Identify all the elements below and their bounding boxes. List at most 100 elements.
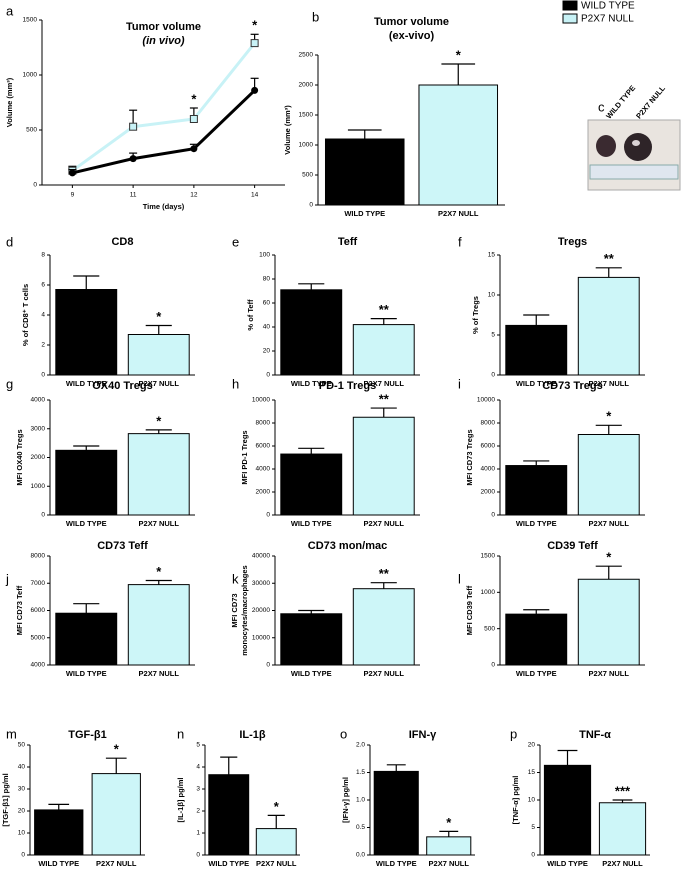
image-label: WILD TYPE [604, 83, 637, 120]
y-axis-label: MFI CD73 [230, 593, 239, 627]
bar [280, 453, 343, 516]
y-tick-label: 4 [41, 312, 45, 319]
x-tick-label: P2X7 NULL [139, 519, 180, 528]
y-tick-label: 2 [41, 342, 45, 349]
chart-title: CD73 Teff [97, 540, 148, 552]
point [190, 145, 198, 153]
y-tick-label: 80 [263, 276, 271, 283]
y-tick-label: 2000 [299, 82, 314, 89]
x-tick-label: P2X7 NULL [139, 669, 180, 678]
image-label: P2X7 NULL [634, 83, 667, 120]
y-axis-label: Volume (mm³) [5, 77, 14, 127]
panel-letter: n [177, 726, 184, 741]
x-tick-label: WILD TYPE [66, 669, 107, 678]
x-tick-label: P2X7 NULL [364, 379, 405, 388]
bar [418, 84, 499, 206]
panel-letter: l [458, 571, 461, 586]
y-tick-label: 8000 [256, 420, 271, 427]
significance: * [156, 413, 162, 428]
y-tick-label: 0 [266, 372, 270, 379]
significance: ** [604, 251, 615, 266]
y-tick-label: 30000 [252, 580, 270, 587]
y-tick-label: 0 [491, 662, 495, 669]
bar [352, 324, 415, 376]
y-tick-label: 15 [488, 252, 496, 259]
y-axis-label: MFI CD73 Tregs [465, 429, 474, 485]
y-axis-label: % of Tregs [471, 296, 480, 334]
panel-letter: e [232, 234, 239, 249]
significance: * [456, 47, 462, 62]
x-tick-label: WILD TYPE [38, 859, 79, 868]
x-tick-label: P2X7 NULL [139, 379, 180, 388]
y-axis-label: [IFN-γ] pg/ml [341, 777, 350, 823]
y-tick-label: 2.0 [356, 742, 365, 749]
panel-letter: p [510, 726, 517, 741]
chart-title: TGF-β1 [68, 729, 107, 741]
y-tick-label: 10 [528, 797, 536, 804]
y-axis-label: % of CD8⁺ T cells [21, 284, 30, 346]
y-tick-label: 40 [263, 324, 271, 331]
y-tick-label: 2000 [481, 489, 496, 496]
significance: ** [379, 302, 390, 317]
y-tick-label: 3 [196, 786, 200, 793]
significance: * [606, 550, 612, 565]
x-tick-label: WILD TYPE [208, 859, 249, 868]
chart-title: OX40 Tregs [92, 380, 153, 392]
x-tick-label: WILD TYPE [66, 379, 107, 388]
y-tick-label: 6000 [256, 443, 271, 450]
legend-label: P2X7 NULL [581, 14, 634, 25]
y-tick-label: 500 [26, 127, 37, 134]
chart-subtitle: (ex-vivo) [389, 30, 435, 42]
bar [127, 334, 190, 376]
x-tick-label: P2X7 NULL [429, 859, 470, 868]
y-tick-label: 100 [259, 252, 270, 259]
chart-title: CD39 Teff [547, 540, 598, 552]
y-axis-label: MFI CD39 Teff [465, 585, 474, 635]
bar [208, 774, 250, 856]
y-tick-label: 20000 [252, 607, 270, 614]
y-tick-label: 4000 [481, 466, 496, 473]
x-tick-label: WILD TYPE [516, 379, 557, 388]
y-tick-label: 0.5 [356, 824, 365, 831]
x-tick-label: WILD TYPE [376, 859, 417, 868]
legend-swatch [562, 13, 578, 24]
point [129, 155, 137, 163]
series-line [71, 42, 256, 172]
bar [598, 802, 647, 856]
chart-title: Tregs [558, 236, 587, 248]
y-tick-label: 0 [491, 512, 495, 519]
y-tick-label: 10000 [252, 397, 270, 404]
x-tick-label: WILD TYPE [344, 209, 385, 218]
y-tick-label: 40000 [252, 553, 270, 560]
y-tick-label: 500 [484, 625, 495, 632]
bar [127, 433, 190, 516]
y-tick-label: 4 [196, 764, 200, 771]
significance: * [274, 799, 280, 814]
significance: * [156, 564, 162, 579]
y-tick-label: 10000 [252, 634, 270, 641]
y-tick-label: 0 [266, 512, 270, 519]
panel-letter: b [312, 9, 319, 24]
y-axis-label: [IL-1β] pg/ml [176, 778, 185, 823]
bar [255, 828, 297, 856]
chart-title: CD73 mon/mac [308, 540, 387, 552]
bar [280, 289, 343, 376]
y-tick-label: 10 [18, 830, 26, 837]
x-tick-label: WILD TYPE [516, 669, 557, 678]
y-axis-label: [TNF-α] pg/ml [511, 776, 520, 825]
x-tick-label: P2X7 NULL [256, 859, 297, 868]
x-tick-label: P2X7 NULL [438, 209, 479, 218]
x-tick-label: WILD TYPE [516, 519, 557, 528]
y-tick-label: 6 [41, 282, 45, 289]
y-axis-label: [TGF-β1] pg/ml [1, 773, 10, 826]
panel-letter: k [232, 571, 239, 586]
chart-title: Tumor volume [126, 21, 201, 33]
panel-letter: m [6, 726, 17, 741]
chart-title: CD73 Tregs [542, 380, 603, 392]
y-tick-label: 1000 [23, 72, 38, 79]
y-tick-label: 40 [18, 764, 26, 771]
chart-title: Tumor volume [374, 16, 449, 28]
x-tick-label: WILD TYPE [547, 859, 588, 868]
panel-letter: h [232, 376, 239, 391]
bar [55, 289, 118, 376]
